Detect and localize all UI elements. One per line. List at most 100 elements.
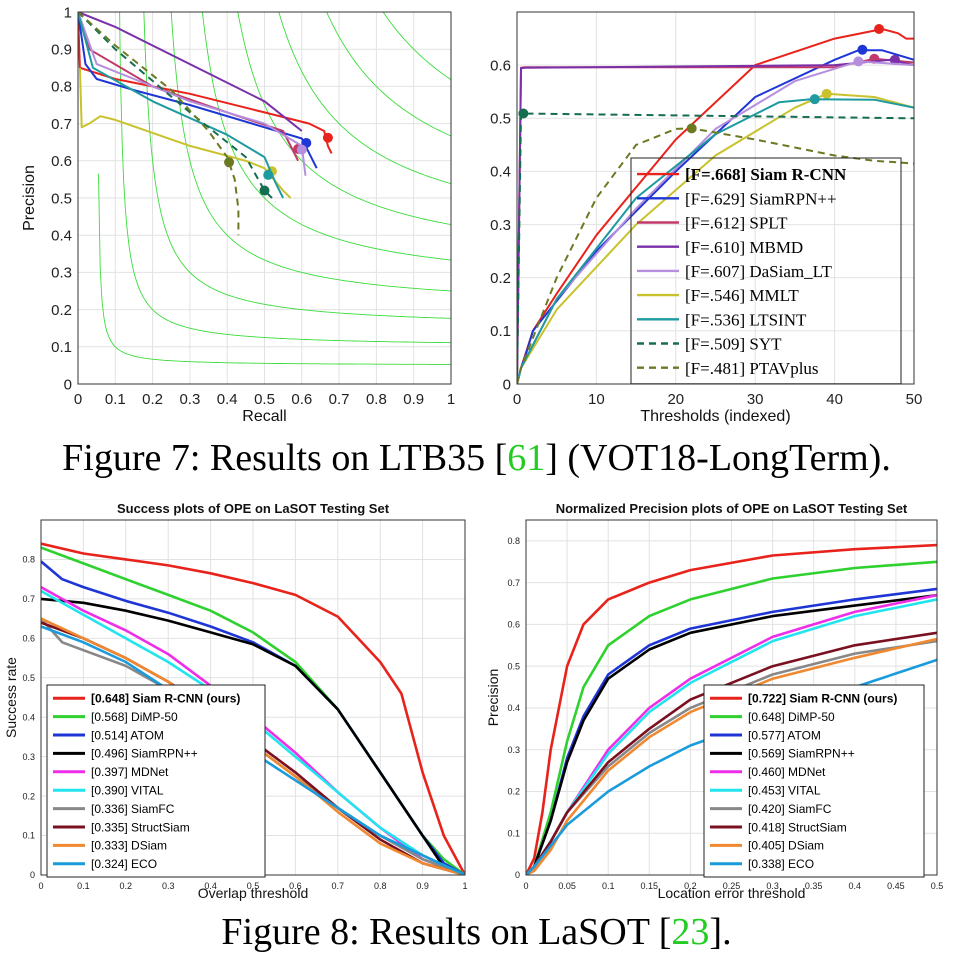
x-tick-label: 0.2 [684,881,697,891]
y-tick-label: 0.7 [507,578,520,588]
x-tick-label: 0.4 [217,391,238,408]
figure-8-caption-suffix: ]. [709,911,732,953]
legend-entry-2: [0.577] ATOM [748,728,821,742]
x-tick-label: 0.45 [887,881,905,891]
x-tick-label: 1 [447,391,455,408]
figure-8-caption-prefix: Figure 8: Results on LaSOT [ [221,911,672,953]
series-marker-7 [518,108,529,119]
iso-f-curve [382,12,451,81]
plot-area [517,12,914,384]
y-tick-label: 0.4 [490,164,511,181]
legend-entry-1: [F=.629] SiamRPN++ [685,189,837,208]
x-tick-label: 0.8 [374,881,387,891]
series-group [517,24,914,384]
legend-entry-0: [0.722] Siam R-CNN (ours) [748,692,897,706]
legend-entry-0: [F=.668] Siam R-CNN [685,165,847,184]
y-tick-label: 0.2 [490,270,511,287]
x-tick-label: 0.7 [332,881,345,891]
plot-frame [77,11,452,385]
series-line-8 [78,12,240,236]
y-tick-label: 0.2 [507,787,520,797]
y-tick-label: 0 [503,376,511,393]
x-tick-label: 20 [667,391,684,408]
series-marker-8 [686,123,697,134]
series-marker-6 [809,94,820,105]
y-tick-label: 0.2 [51,302,72,319]
y-tick-label: 0.6 [22,633,35,643]
series-line-5 [517,92,914,384]
legend-entry-9: [0.324] ECO [91,857,157,871]
x-tick-label: 0.4 [849,881,862,891]
series-marker-0 [874,24,885,35]
legend-entry-6: [0.420] SiamFC [748,802,832,816]
legend-entry-7: [0.335] StructSiam [91,820,190,834]
legend-entry-4: [0.460] MDNet [748,765,826,779]
legend-entry-8: [F=.481] PTAVplus [685,359,819,378]
x-tick-label: 30 [747,391,764,408]
precision-recall-chart: 0 0.1 0.2 0.3 0.4 0.5 0.6 0.7 0.8 0.9 1 0 0.1 0.2 0.3 0… [21,4,455,425]
legend-entry-8: [0.333] DSiam [91,839,167,853]
series-line-8 [517,127,914,384]
series-line-3 [526,593,937,875]
y-axis-label: Precision [21,165,38,231]
figure-8-reference-link[interactable]: 23 [671,911,710,953]
series-line-6 [517,98,914,384]
y-tick-label: 0.3 [490,217,511,234]
x-tick-label: 0.9 [403,391,424,408]
y-tick-label: 0.5 [507,661,520,671]
series-marker-4 [296,144,307,155]
y-tick-label: 0.3 [51,265,72,282]
y-tick-label: 0.6 [507,620,520,630]
series-marker-7 [259,185,270,196]
series-marker-1 [857,44,868,55]
x-tick-label: 0.5 [247,881,260,891]
y-axis-label: Precision [485,669,501,727]
series-marker-4 [853,56,864,67]
legend-entry-5: [0.390] VITAL [91,784,164,798]
iso-f-curve [201,12,451,261]
y-tick-label: 0.2 [22,791,35,801]
x-tick-label: 0.35 [805,881,823,891]
legend-box [630,157,902,385]
success-plot-chart: 0 0.1 0.2 0.3 0.4 0.5 0.6 0.7 0.8 0.9 1 0 0.1 0.2 0.3 0… [3,501,468,901]
x-tick-label: 0.9 [416,881,429,891]
series-line-0 [41,542,465,875]
series-group [78,12,451,365]
y-tick-label: 0.1 [22,831,35,841]
legend-entry-2: [0.514] ATOM [91,728,164,742]
figure-7-caption-prefix: Figure 7: Results on LTB35 [ [62,437,508,479]
legend-entry-6: [F=.536] LTSINT [685,310,807,329]
x-axis-label: Location error threshold [658,885,806,901]
x-tick-label: 0.15 [641,881,659,891]
legend-entry-3: [0.496] SiamRPN++ [91,747,198,761]
iso-f-curve [143,12,451,319]
chart-title: Success plots of OPE on LaSOT Testing Se… [117,501,390,516]
x-tick-label: 0 [74,391,82,408]
normalized-precision-chart: 0 0.05 0.1 0.15 0.2 0.25 0.3 0.35 0.4 0.45 0.5 0 0.1… [485,501,943,901]
legend-entry-9: [0.338] ECO [748,857,814,871]
figure-7-caption-suffix: ] (VOT18-LongTerm). [545,437,891,479]
x-tick-label: 0.25 [723,881,741,891]
x-tick-label: 0.5 [254,391,275,408]
x-tick-label: 0.8 [366,391,387,408]
x-axis-label: Overlap threshold [198,885,309,901]
x-tick-label: 0 [513,391,521,408]
y-tick-label: 0.7 [51,116,72,133]
x-tick-label: 0.2 [120,881,133,891]
y-tick-label: 0.9 [51,41,72,58]
series-marker-0 [322,132,333,143]
series-line-6 [78,12,284,199]
x-tick-label: 0.1 [77,881,90,891]
iso-f-curve [278,12,451,185]
legend-entry-1: [0.568] DiMP-50 [91,710,178,724]
x-tick-label: 0 [38,881,43,891]
y-tick-label: 0.5 [22,673,35,683]
y-tick-label: 0.3 [22,752,35,762]
y-tick-label: 0.8 [22,555,35,565]
series-line-7 [526,631,937,875]
y-tick-label: 0.8 [507,536,520,546]
legend-entry-5: [F=.546] MMLT [685,286,799,305]
y-tick-label: 0.1 [51,339,72,356]
figure-7-reference-link[interactable]: 61 [507,437,546,479]
x-tick-label: 1 [462,881,467,891]
